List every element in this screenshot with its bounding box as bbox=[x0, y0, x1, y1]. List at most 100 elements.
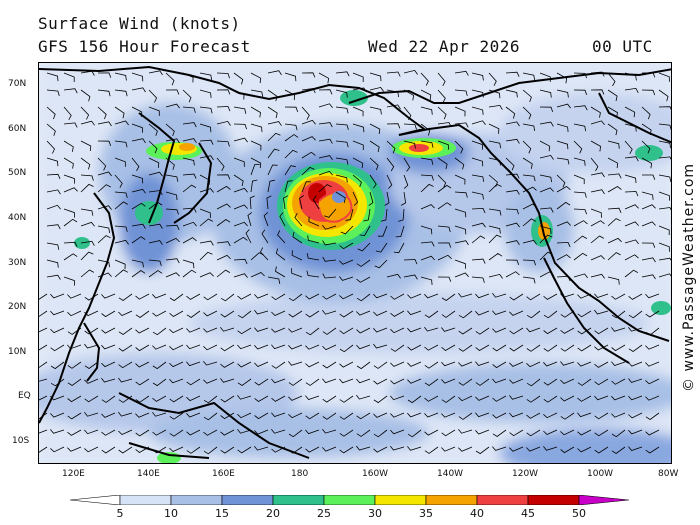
wind-barb bbox=[560, 361, 575, 366]
wind-barb bbox=[560, 412, 575, 420]
wind-barb bbox=[288, 446, 303, 454]
wind-barb bbox=[80, 106, 90, 120]
wind-barb bbox=[97, 259, 110, 268]
wind-barb bbox=[233, 273, 248, 278]
wind-barb bbox=[543, 378, 558, 386]
wind-barb bbox=[641, 140, 651, 154]
wind-barb bbox=[135, 429, 150, 437]
wind-barb bbox=[352, 191, 359, 206]
wind-barb bbox=[363, 208, 371, 222]
wind-barb bbox=[437, 225, 451, 233]
wind-barb bbox=[199, 155, 214, 161]
wind-barb bbox=[50, 446, 65, 453]
wind-barb bbox=[97, 157, 107, 171]
wind-barb bbox=[645, 395, 660, 401]
wind-barb bbox=[556, 254, 571, 261]
wind-barb bbox=[658, 257, 671, 261]
wind-barb bbox=[50, 310, 65, 316]
wind-barb bbox=[271, 327, 286, 333]
wind-barb bbox=[488, 225, 501, 234]
wind-barb bbox=[284, 149, 298, 159]
wind-barb bbox=[492, 310, 507, 315]
wind-barb bbox=[424, 395, 439, 402]
wind-barb bbox=[611, 378, 626, 385]
wind-barb bbox=[424, 412, 439, 418]
wind-barb bbox=[339, 259, 354, 265]
wind-barb bbox=[67, 395, 82, 403]
wind-barb bbox=[335, 71, 350, 77]
wind-barb bbox=[505, 138, 520, 144]
wind-barb bbox=[441, 412, 456, 418]
wind-barb bbox=[186, 361, 201, 367]
wind-barb bbox=[526, 361, 541, 368]
wind-barb bbox=[97, 184, 111, 193]
wind-barb bbox=[488, 157, 501, 166]
wind-barb bbox=[322, 378, 337, 384]
wind-barb bbox=[271, 378, 286, 384]
wind-barb bbox=[220, 378, 235, 383]
wind-barb bbox=[543, 310, 558, 319]
storm-system bbox=[277, 162, 385, 250]
wind-barb bbox=[611, 310, 626, 319]
wind-barb bbox=[390, 378, 405, 385]
wind-barb bbox=[254, 309, 269, 315]
wind-barb bbox=[594, 327, 609, 335]
wind-barb bbox=[556, 72, 568, 84]
wind-barb bbox=[658, 106, 671, 111]
wind-barb bbox=[67, 378, 82, 386]
wind-barb bbox=[339, 378, 354, 384]
wind-barb bbox=[352, 174, 362, 188]
wind-barb bbox=[254, 293, 269, 299]
wind-barb bbox=[594, 429, 609, 437]
wind-barb bbox=[339, 242, 354, 250]
lon-label-80w: 80W bbox=[658, 469, 679, 479]
wind-barb bbox=[403, 123, 417, 130]
wind-barb bbox=[594, 309, 609, 315]
wind-barb bbox=[624, 140, 633, 154]
wind-barb bbox=[80, 221, 95, 227]
wind-barb bbox=[80, 89, 91, 102]
wind-barb bbox=[471, 106, 484, 115]
wind-barb bbox=[356, 361, 371, 370]
wind-barb bbox=[424, 310, 439, 318]
wind-barb bbox=[628, 446, 643, 451]
wind-barb bbox=[556, 123, 569, 132]
wind-barb bbox=[624, 174, 637, 184]
wind-barb bbox=[577, 293, 592, 299]
wind-barb bbox=[522, 106, 532, 120]
wind-barb bbox=[67, 429, 82, 436]
wind-barb bbox=[543, 446, 558, 451]
lon-label-160e: 160E bbox=[212, 469, 235, 479]
wind-barb bbox=[186, 327, 201, 333]
wind-barb bbox=[645, 293, 660, 299]
wind-barb bbox=[386, 273, 401, 279]
wind-barb bbox=[254, 412, 269, 420]
lon-label-160w: 160W bbox=[362, 469, 389, 479]
wind-barb bbox=[80, 157, 91, 170]
wind-barb bbox=[624, 221, 639, 227]
wind-barb bbox=[420, 89, 432, 101]
wind-barb bbox=[407, 395, 422, 404]
wind-barb bbox=[318, 122, 333, 128]
wind-barb bbox=[403, 69, 418, 75]
wind-barb bbox=[114, 120, 129, 126]
wind-barb bbox=[454, 140, 464, 154]
wind-barb bbox=[148, 223, 163, 229]
wind-barb bbox=[267, 276, 281, 284]
wind-barb bbox=[356, 394, 371, 400]
wind-barb bbox=[118, 361, 133, 369]
wind-barb bbox=[216, 89, 231, 95]
wind-barb bbox=[573, 273, 588, 279]
wind-barb bbox=[254, 378, 269, 386]
wind-barb bbox=[267, 106, 278, 119]
wind-barb bbox=[403, 274, 418, 280]
wind-barb bbox=[220, 429, 235, 436]
wind-barb bbox=[590, 273, 605, 279]
wind-barb bbox=[267, 132, 281, 142]
wind-barb bbox=[135, 378, 150, 386]
wind-barb bbox=[182, 259, 195, 269]
wind-barb bbox=[233, 106, 247, 114]
wind-barb bbox=[271, 361, 286, 369]
wind-barb bbox=[560, 327, 575, 334]
wind-barb bbox=[573, 140, 583, 154]
